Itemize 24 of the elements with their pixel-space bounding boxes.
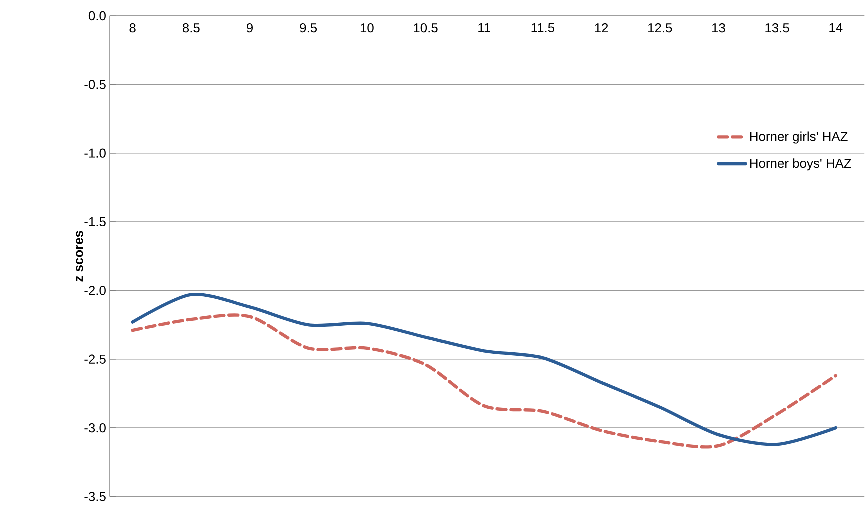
x-tick-label: 13.5	[766, 24, 790, 33]
y-tick-label: -2.0	[84, 286, 106, 296]
x-tick-label: 11.5	[532, 24, 555, 33]
x-tick-label: 9.5	[300, 24, 318, 33]
x-tick-label: 8.5	[182, 24, 200, 33]
x-tick-label: 8	[130, 24, 136, 33]
y-tick-label: -1.5	[84, 218, 106, 227]
y-tick-label: -0.5	[84, 80, 106, 90]
legend-label: Horner boys' HAZ	[750, 158, 852, 171]
y-tick-label: -2.5	[84, 354, 106, 364]
x-tick-label: 14	[830, 24, 843, 33]
y-tick-label: 0.0	[88, 12, 106, 21]
x-tick-label: 12.5	[648, 24, 672, 33]
x-tick-label: 10	[360, 24, 374, 33]
x-tick-label: 10.5	[414, 24, 438, 33]
x-tick-label: 12	[595, 24, 608, 33]
x-tick-label: 13	[712, 24, 726, 33]
y-tick-label: -3.5	[84, 492, 106, 502]
y-tick-label: -1.0	[84, 148, 106, 158]
y-axis-title: z scores	[76, 231, 84, 282]
x-tick-label: 9	[246, 24, 253, 33]
x-tick-label: 11	[478, 24, 490, 33]
y-tick-label: -3.0	[84, 424, 106, 433]
legend-label: Horner girls' HAZ	[750, 132, 848, 144]
